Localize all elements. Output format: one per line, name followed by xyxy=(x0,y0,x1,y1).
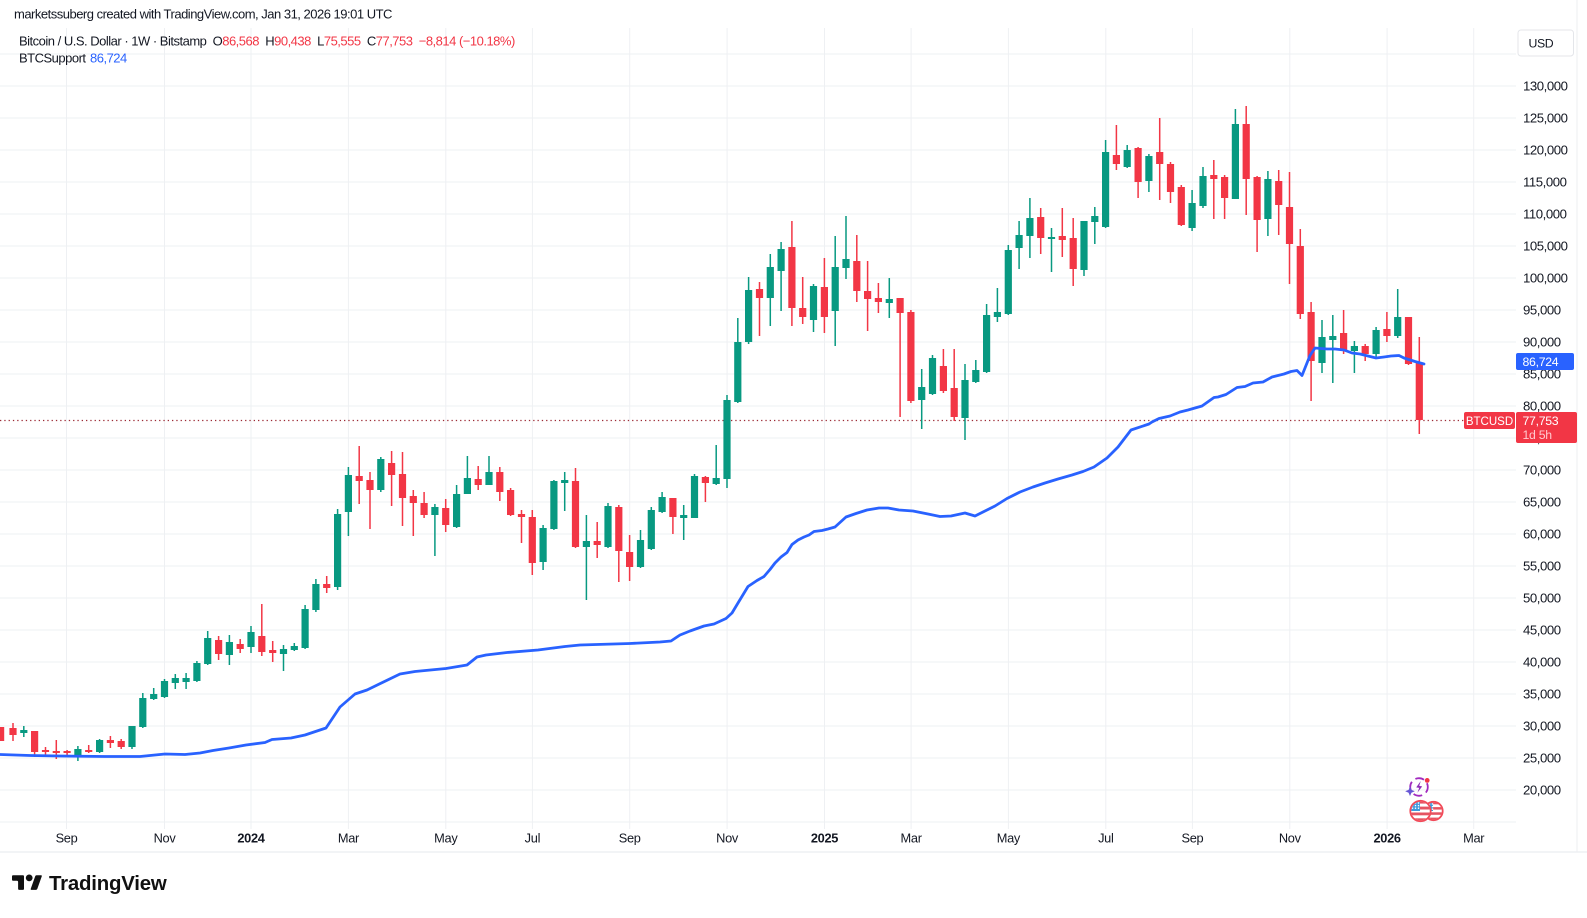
svg-text:Mar: Mar xyxy=(901,831,923,846)
svg-text:120,000: 120,000 xyxy=(1523,143,1568,158)
svg-text:Mar: Mar xyxy=(1463,831,1485,846)
svg-text:Sep: Sep xyxy=(56,831,78,846)
svg-text:USD: USD xyxy=(1529,37,1554,51)
svg-text:2026: 2026 xyxy=(1373,831,1400,846)
svg-text:35,000: 35,000 xyxy=(1523,687,1561,702)
svg-text:25,000: 25,000 xyxy=(1523,751,1561,766)
svg-text:Nov: Nov xyxy=(716,831,739,846)
svg-text:Sep: Sep xyxy=(619,831,641,846)
svg-text:86,724: 86,724 xyxy=(1523,355,1559,369)
svg-text:BTCUSD: BTCUSD xyxy=(1466,416,1513,428)
svg-text:90,000: 90,000 xyxy=(1523,335,1561,350)
svg-text:65,000: 65,000 xyxy=(1523,495,1561,510)
svg-text:85,000: 85,000 xyxy=(1523,367,1561,382)
svg-text:115,000: 115,000 xyxy=(1523,175,1567,190)
svg-text:45,000: 45,000 xyxy=(1523,623,1561,638)
svg-text:Sep: Sep xyxy=(1181,831,1203,846)
svg-text:BTCSupport: BTCSupport xyxy=(19,51,86,66)
svg-text:2024: 2024 xyxy=(237,831,265,846)
svg-text:Bitcoin / U.S. Dollar · 1W · B: Bitcoin / U.S. Dollar · 1W · Bitstamp O8… xyxy=(19,34,515,49)
svg-text:Mar: Mar xyxy=(338,831,360,846)
svg-text:Jul: Jul xyxy=(1098,831,1113,846)
svg-text:50,000: 50,000 xyxy=(1523,591,1561,606)
svg-text:TradingView: TradingView xyxy=(49,873,167,895)
svg-text:20,000: 20,000 xyxy=(1523,783,1561,798)
svg-text:100,000: 100,000 xyxy=(1523,271,1568,286)
svg-text:125,000: 125,000 xyxy=(1523,111,1568,126)
svg-text:86,724: 86,724 xyxy=(90,51,127,66)
svg-text:Nov: Nov xyxy=(154,831,177,846)
svg-text:95,000: 95,000 xyxy=(1523,303,1561,318)
svg-text:55,000: 55,000 xyxy=(1523,559,1561,574)
svg-text:1d 5h: 1d 5h xyxy=(1523,428,1553,442)
svg-text:40,000: 40,000 xyxy=(1523,655,1561,670)
svg-text:2025: 2025 xyxy=(811,831,838,846)
svg-text:30,000: 30,000 xyxy=(1523,719,1561,734)
svg-text:May: May xyxy=(997,831,1021,846)
svg-text:Nov: Nov xyxy=(1279,831,1302,846)
svg-text:60,000: 60,000 xyxy=(1523,527,1561,542)
svg-text:70,000: 70,000 xyxy=(1523,463,1561,478)
svg-text:105,000: 105,000 xyxy=(1523,239,1568,254)
svg-text:110,000: 110,000 xyxy=(1523,207,1567,222)
svg-text:130,000: 130,000 xyxy=(1523,79,1568,94)
svg-text:80,000: 80,000 xyxy=(1523,399,1561,414)
svg-text:Jul: Jul xyxy=(525,831,540,846)
svg-text:marketssuberg created with Tra: marketssuberg created with TradingView.c… xyxy=(14,7,392,22)
svg-text:May: May xyxy=(434,831,458,846)
svg-text:77,753: 77,753 xyxy=(1523,414,1559,428)
